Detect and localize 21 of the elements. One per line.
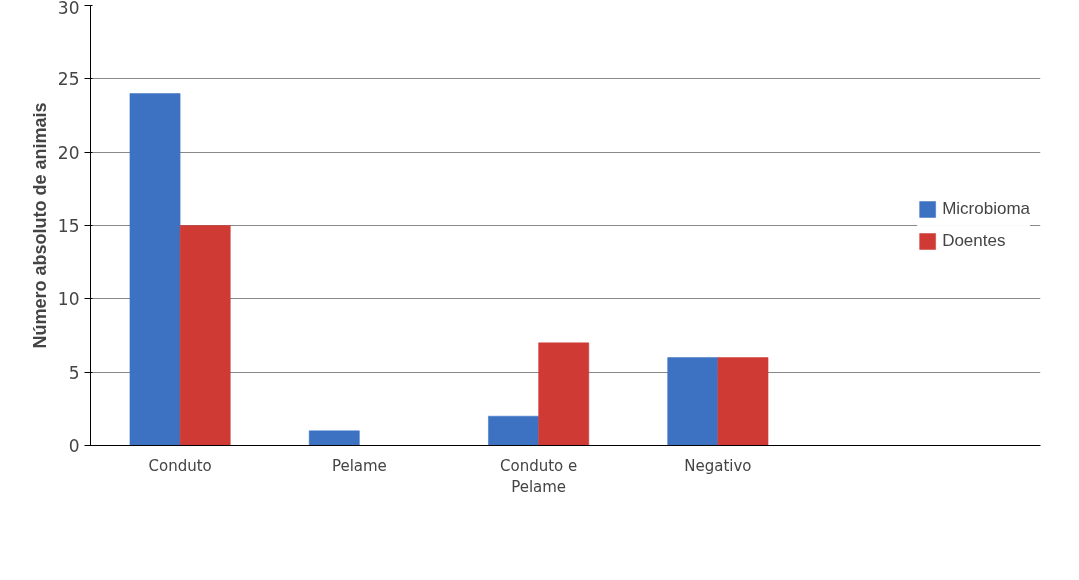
- bar: [488, 415, 539, 446]
- legend-label: Microbioma: [942, 199, 1030, 219]
- x-tick-label: Conduto: [148, 456, 212, 475]
- y-tick-label: 30: [57, 0, 80, 18]
- y-axis-title: Número absoluto de animais: [29, 102, 50, 349]
- bar: [538, 342, 590, 446]
- x-tick-label: Pelame: [331, 456, 387, 475]
- bar: [179, 225, 231, 446]
- bar: [667, 357, 719, 446]
- bar: [129, 93, 181, 446]
- bar: [717, 357, 769, 446]
- y-tick-label: 0: [68, 436, 80, 456]
- y-tick-label: 25: [57, 69, 80, 90]
- bar: [308, 430, 360, 446]
- x-tick-label: Conduto e Pelame: [499, 456, 578, 497]
- x-tick-label: Negativo: [684, 456, 752, 475]
- y-tick-label: 15: [57, 216, 80, 236]
- y-tick-label: 5: [68, 362, 80, 383]
- legend-label: Doentes: [942, 231, 1006, 251]
- y-tick-label: 10: [57, 289, 80, 310]
- y-tick-label: 20: [57, 142, 80, 163]
